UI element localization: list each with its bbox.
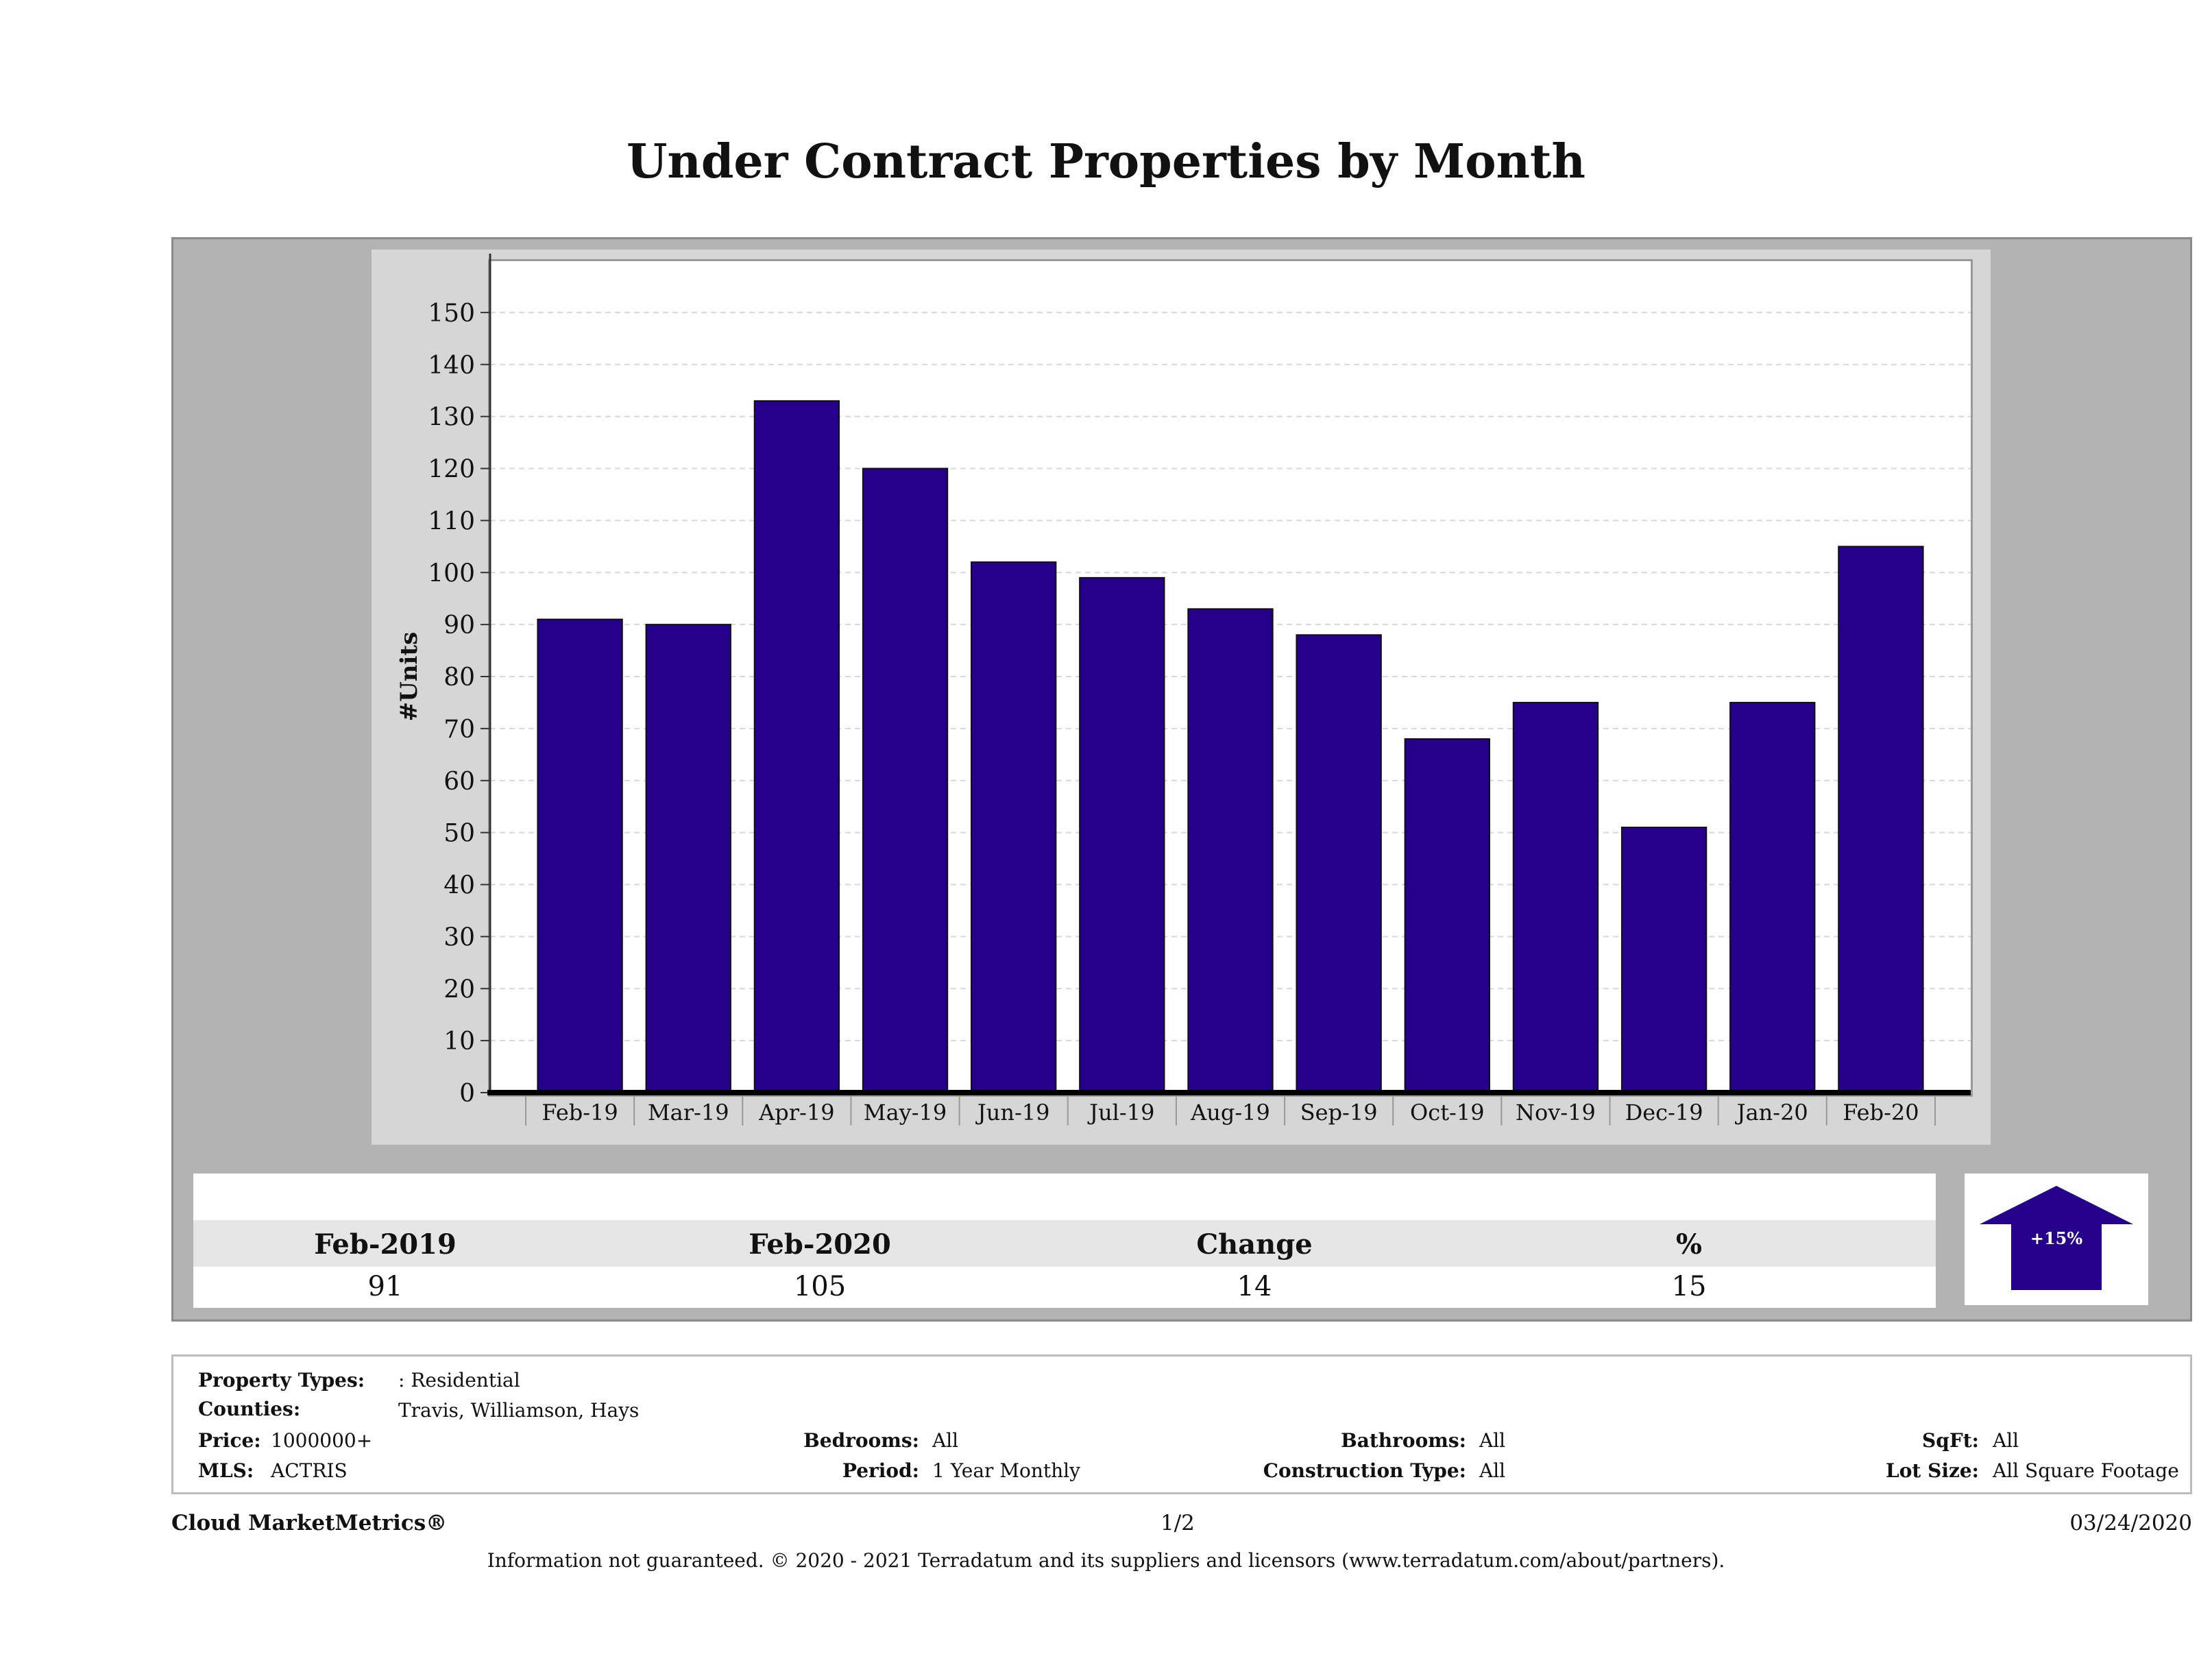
stat-value-percent: 15 [1671,1271,1707,1302]
x-tick-label: Feb-19 [542,1099,618,1126]
page-title: Under Contract Properties by Month [627,134,1585,189]
x-tick-label: Nov-19 [1516,1099,1596,1126]
stat-label-change: Change [1196,1228,1313,1261]
y-tick-label: 110 [428,507,475,535]
brand-name: Cloud MarketMetrics® [171,1511,448,1535]
bar [1404,738,1490,1094]
mls-label: MLS: [198,1459,254,1482]
up-arrow-icon [1980,1186,2133,1290]
report-date: 03/24/2020 [2069,1511,2192,1535]
bar [645,624,731,1093]
lot-size-value: All Square Footage [1993,1459,2179,1482]
bar [971,561,1057,1093]
y-tick-label: 120 [428,456,475,484]
x-tick-label: May-19 [864,1099,947,1126]
bathrooms-label: Bathrooms: [1341,1429,1466,1452]
lot-size-label: Lot Size: [1886,1459,1979,1482]
counties-value: Travis, Williamson, Hays [398,1399,640,1422]
stat-value-change: 14 [1237,1271,1272,1302]
y-tick-label: 20 [443,975,475,1004]
stat-label-start: Feb-2019 [314,1228,457,1261]
bar [1512,701,1599,1093]
bar [862,467,949,1093]
x-tick-label: Jun-19 [975,1099,1050,1126]
y-tick-label: 130 [428,404,475,432]
x-tick-label: Mar-19 [648,1099,729,1126]
construction-type-value: All [1479,1459,1506,1482]
stat-value-start: 91 [367,1271,403,1302]
stat-label-percent: % [1675,1228,1702,1261]
bar [1296,634,1382,1093]
bar [1079,576,1165,1093]
y-tick-label: 90 [443,611,475,640]
mls-value: ACTRIS [271,1459,348,1482]
x-tick-label: Jan-20 [1735,1099,1808,1126]
bar [1838,546,1924,1093]
stat-value-end: 105 [793,1271,847,1302]
y-tick-label: 150 [428,300,475,328]
y-tick-label: 140 [428,352,475,380]
bedrooms-label: Bedrooms: [803,1429,919,1452]
y-tick-label: 30 [443,923,475,951]
x-tick-label: Apr-19 [758,1099,834,1126]
bar [753,400,840,1093]
change-badge-label: +15% [2030,1228,2083,1248]
y-tick-label: 100 [428,559,475,587]
bar [1620,827,1707,1093]
y-tick-label: 50 [443,820,475,848]
y-tick-label: 80 [443,664,475,692]
stats-header-row: Feb-2019 Feb-2020 Change % [193,1220,1936,1267]
bathrooms-value: All [1479,1429,1506,1452]
stat-label-end: Feb-2020 [749,1228,891,1261]
price-label: Price: [198,1429,261,1452]
y-tick-label: 60 [443,768,475,796]
stats-values-row: 91 105 14 15 [193,1267,1936,1308]
disclaimer: Information not guaranteed. © 2020 - 202… [487,1549,1725,1572]
search-criteria-panel: Property Types: : Residential Counties: … [171,1354,2192,1494]
period-label: Period: [842,1459,919,1482]
y-tick-label: 10 [443,1028,475,1056]
x-tick-label: Sep-19 [1300,1099,1378,1126]
y-tick-label: 40 [443,872,475,900]
y-tick-label: 0 [459,1080,475,1108]
sqft-label: SqFt: [1922,1429,1979,1452]
change-badge: +15% [1965,1174,2148,1305]
bar [1729,701,1816,1093]
price-value: 1000000+ [271,1429,373,1452]
construction-type-label: Construction Type: [1263,1459,1466,1482]
property-types-label: Property Types: [198,1369,365,1391]
x-tick-label: Dec-19 [1625,1099,1703,1126]
stats-spacer-row [193,1174,1936,1220]
x-tick-label: Jul-19 [1087,1099,1154,1126]
period-value: 1 Year Monthly [932,1459,1080,1482]
sqft-value: All [1993,1429,2019,1452]
page-number: 1/2 [1160,1511,1195,1535]
y-axis-title: #Units [396,632,423,722]
x-tick-label: Oct-19 [1410,1099,1485,1126]
x-tick-label: Aug-19 [1190,1099,1270,1126]
property-types-value: : Residential [398,1369,520,1391]
bedrooms-value: All [932,1429,959,1452]
bar [537,618,623,1093]
x-tick-label: Feb-20 [1843,1099,1919,1126]
bar [1187,608,1274,1093]
counties-label: Counties: [198,1398,301,1420]
y-tick-label: 70 [443,716,475,744]
